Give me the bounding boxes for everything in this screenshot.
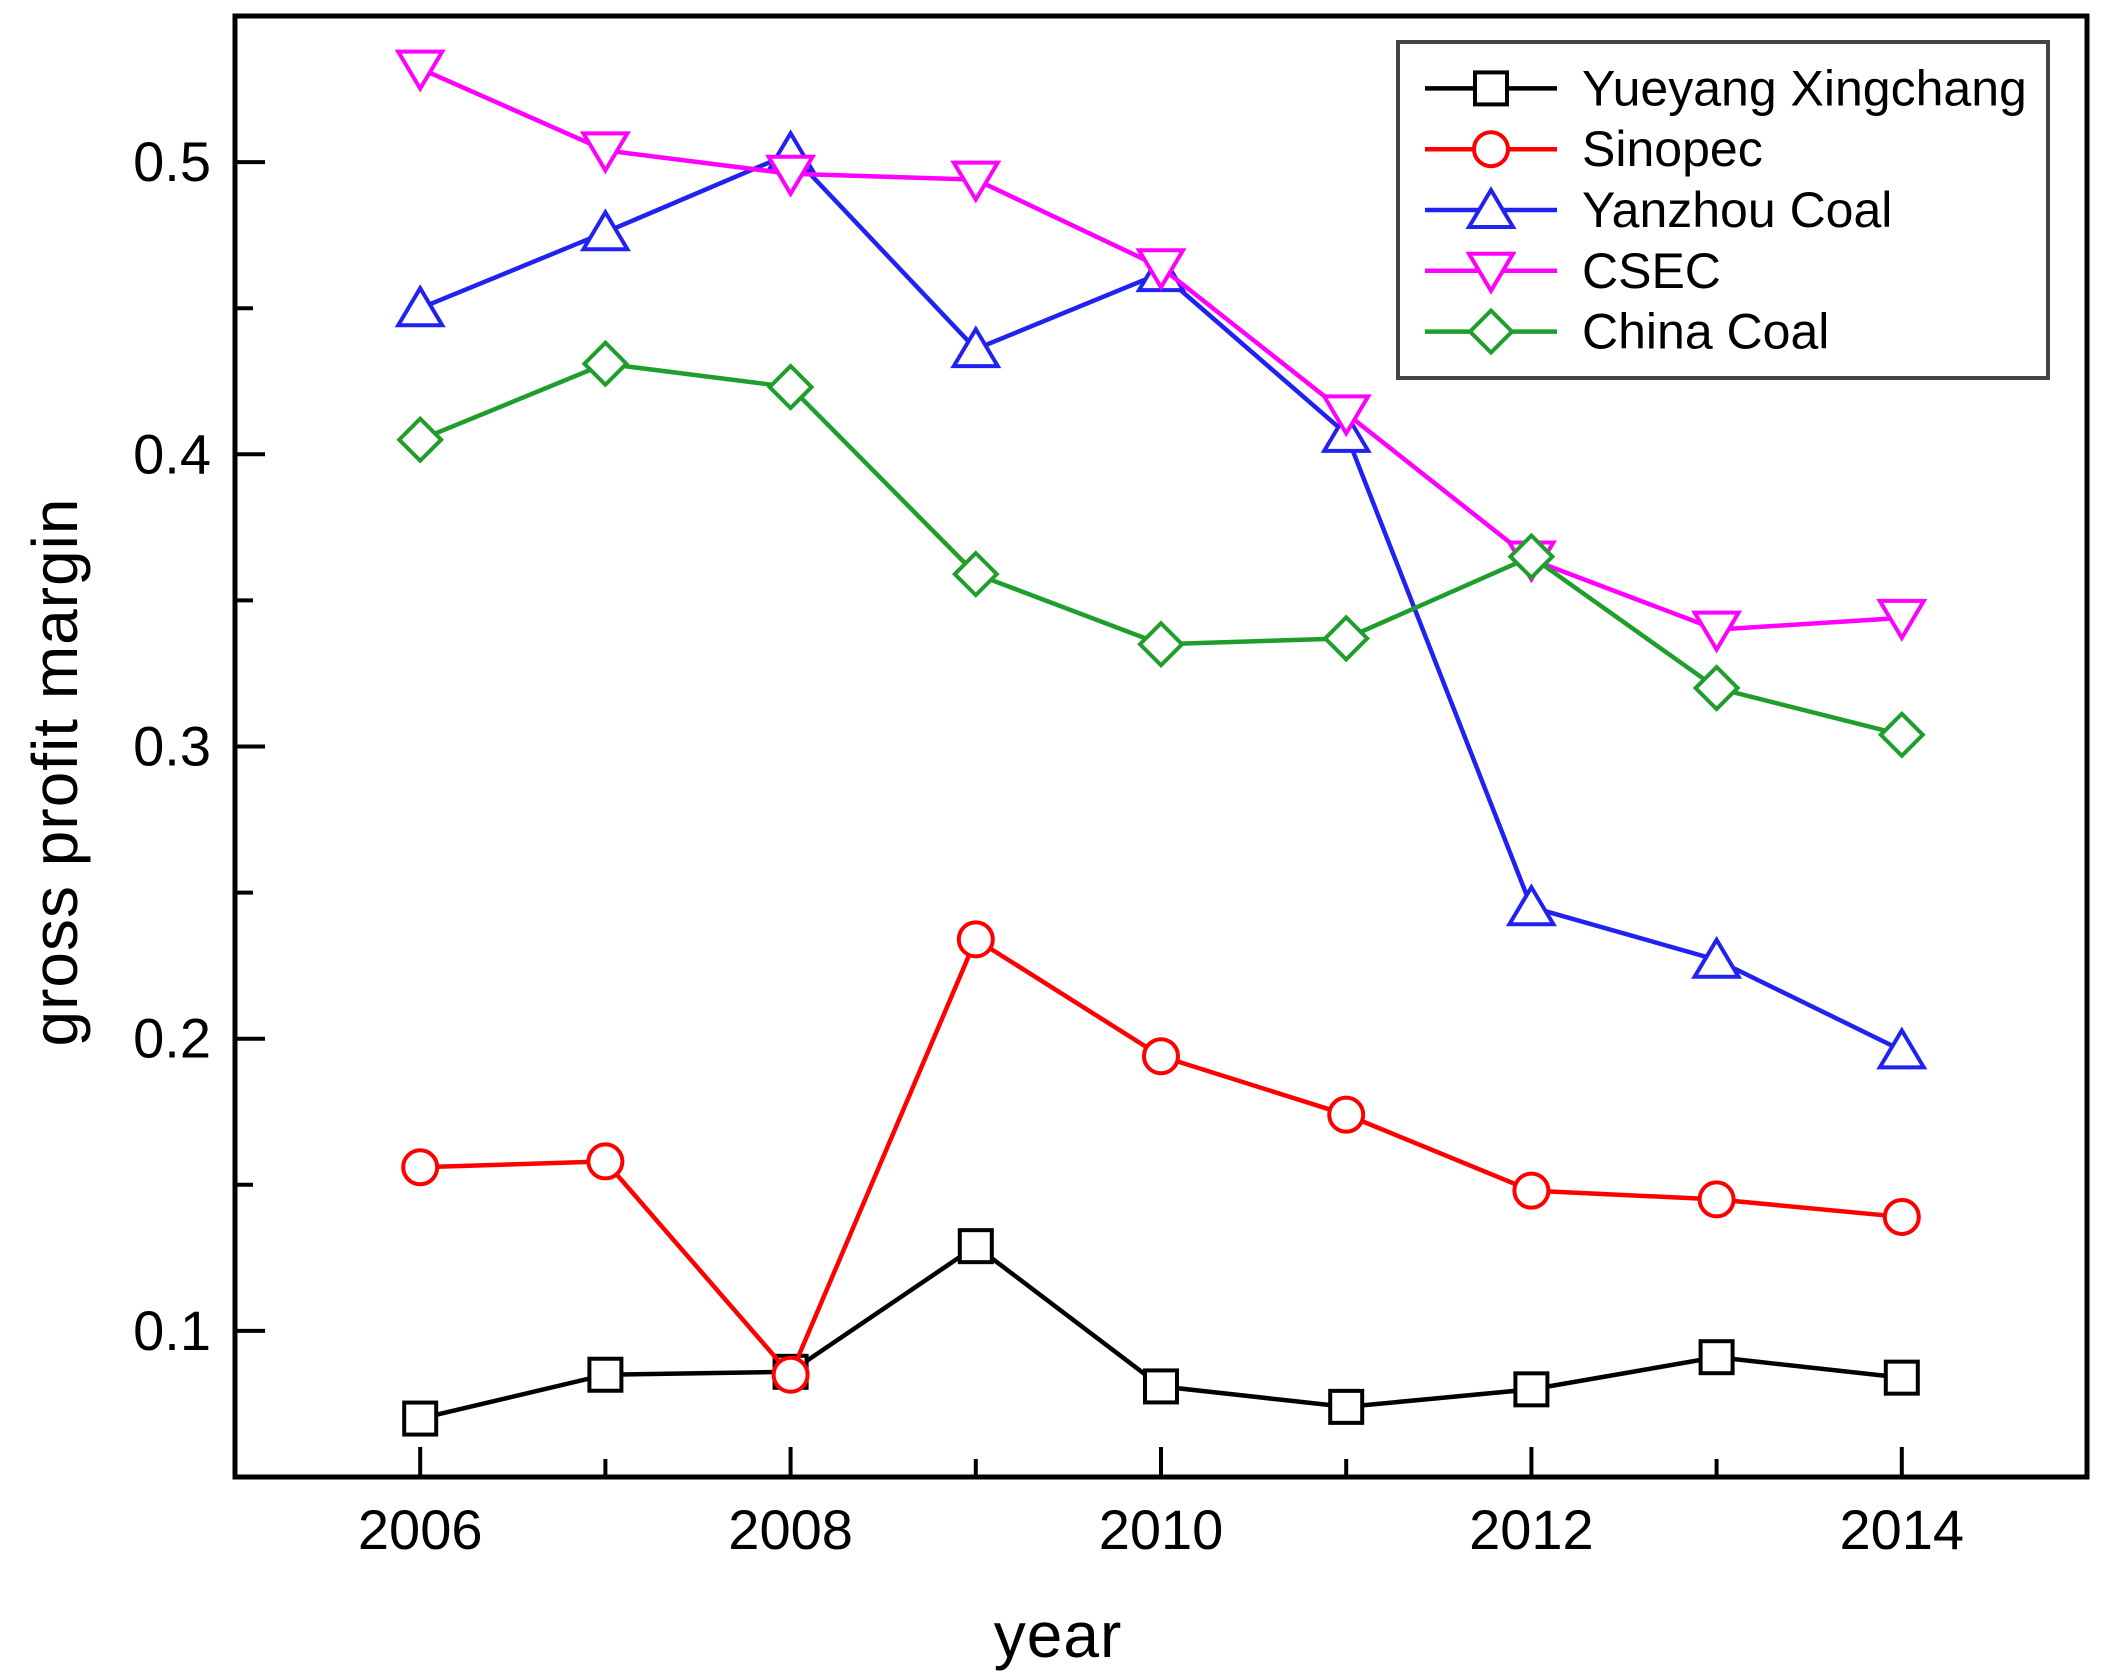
data-point-yueyang-xingchang-2013 bbox=[1698, 1339, 1735, 1376]
series-line-china-coal bbox=[419, 361, 1903, 737]
x-axis-title: year bbox=[993, 1599, 1123, 1671]
data-point-yueyang-xingchang-2010 bbox=[1143, 1368, 1179, 1405]
data-point-sinopec-2008 bbox=[771, 1355, 810, 1394]
data-point-sinopec-2013 bbox=[1697, 1180, 1736, 1219]
data-point-yanzhou-coal-2014 bbox=[1876, 1026, 1928, 1070]
data-point-china-coal-2012 bbox=[1507, 532, 1556, 581]
data-point-sinopec-2007 bbox=[586, 1142, 625, 1181]
x-tick-label: 2006 bbox=[358, 1498, 483, 1561]
data-point-sinopec-2012 bbox=[1512, 1171, 1551, 1210]
legend-label: CSEC bbox=[1582, 243, 1721, 299]
data-point-csec-2014 bbox=[1876, 598, 1928, 642]
legend-item-2: Yanzhou Coal bbox=[1425, 182, 1892, 238]
data-point-yueyang-xingchang-2006 bbox=[402, 1400, 439, 1437]
legend-item-1: Sinopec bbox=[1425, 121, 1763, 177]
x-tick-label: 2014 bbox=[1840, 1498, 1965, 1561]
x-tick-label: 2012 bbox=[1469, 1498, 1594, 1561]
data-point-china-coal-2010 bbox=[1137, 620, 1185, 669]
legend-item-4: China Coal bbox=[1425, 304, 1829, 360]
data-point-yueyang-xingchang-2009 bbox=[957, 1228, 994, 1265]
legend-marker-triangle-down bbox=[1465, 251, 1517, 295]
data-point-china-coal-2011 bbox=[1322, 614, 1371, 663]
legend-label: Sinopec bbox=[1582, 121, 1763, 177]
data-point-csec-2006 bbox=[394, 49, 446, 93]
data-point-china-coal-2006 bbox=[396, 415, 445, 464]
data-point-sinopec-2010 bbox=[1142, 1037, 1180, 1076]
y-tick-label: 0.2 bbox=[133, 1007, 211, 1070]
x-tick-label: 2008 bbox=[728, 1498, 853, 1561]
y-tick-label: 0.1 bbox=[133, 1299, 211, 1362]
data-point-csec-2011 bbox=[1320, 394, 1372, 438]
data-point-yanzhou-coal-2012 bbox=[1505, 883, 1557, 927]
data-point-china-coal-2007 bbox=[581, 339, 630, 388]
data-point-csec-2008 bbox=[765, 154, 817, 198]
data-point-sinopec-2006 bbox=[401, 1148, 440, 1187]
data-point-yueyang-xingchang-2014 bbox=[1883, 1359, 1920, 1396]
legend-label: China Coal bbox=[1582, 304, 1829, 360]
legend-marker-square bbox=[1473, 70, 1509, 107]
data-point-yanzhou-coal-2009 bbox=[950, 325, 1002, 369]
data-point-yanzhou-coal-2007 bbox=[579, 208, 631, 252]
legend-marker-diamond bbox=[1467, 307, 1515, 356]
data-point-csec-2009 bbox=[950, 160, 1002, 204]
data-point-yanzhou-coal-2006 bbox=[394, 284, 446, 328]
y-tick-label: 0.5 bbox=[133, 130, 211, 193]
data-point-china-coal-2008 bbox=[766, 363, 815, 411]
plot-frame bbox=[232, 13, 2090, 1480]
series-yueyang-xingchang bbox=[402, 1228, 1920, 1437]
legend-item-3: CSEC bbox=[1425, 243, 1721, 299]
data-point-csec-2013 bbox=[1691, 610, 1743, 654]
data-point-csec-2007 bbox=[579, 131, 631, 175]
y-tick-label: 0.3 bbox=[133, 715, 211, 778]
series-sinopec bbox=[401, 920, 1921, 1394]
y-tick-label: 0.4 bbox=[133, 422, 211, 485]
data-point-china-coal-2014 bbox=[1877, 710, 1926, 759]
data-point-yueyang-xingchang-2007 bbox=[587, 1356, 624, 1393]
series-line-sinopec bbox=[420, 936, 1903, 1379]
y-axis-title: gross profit margin bbox=[19, 497, 91, 1047]
legend-label: Yueyang Xingchang bbox=[1582, 60, 2027, 116]
data-point-sinopec-2009 bbox=[956, 920, 995, 959]
data-point-yueyang-xingchang-2012 bbox=[1513, 1371, 1550, 1408]
data-point-yueyang-xingchang-2011 bbox=[1328, 1388, 1365, 1425]
x-tick-label: 2010 bbox=[1099, 1498, 1224, 1561]
legend-item-0: Yueyang Xingchang bbox=[1425, 60, 2027, 116]
series-csec bbox=[394, 49, 1928, 654]
data-point-sinopec-2014 bbox=[1882, 1197, 1921, 1236]
legend-marker-triangle-up bbox=[1465, 186, 1517, 229]
data-point-csec-2010 bbox=[1135, 248, 1187, 292]
data-point-china-coal-2013 bbox=[1692, 664, 1741, 712]
data-point-china-coal-2009 bbox=[951, 550, 1000, 598]
data-point-sinopec-2011 bbox=[1327, 1095, 1366, 1134]
legend-label: Yanzhou Coal bbox=[1582, 182, 1892, 238]
data-point-yanzhou-coal-2013 bbox=[1691, 935, 1743, 979]
series-china-coal bbox=[396, 339, 1926, 759]
legend-marker-circle bbox=[1472, 130, 1510, 169]
